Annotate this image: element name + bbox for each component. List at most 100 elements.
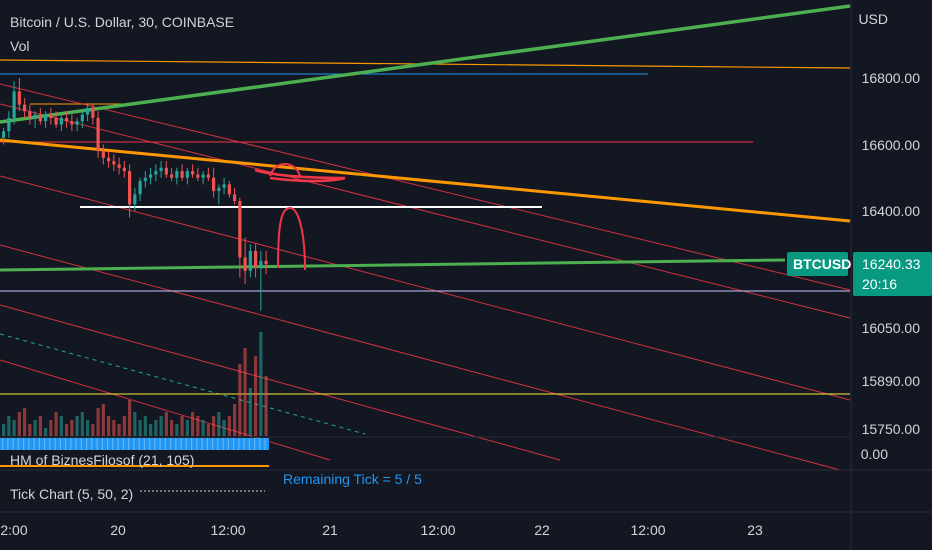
volume-bar <box>196 416 200 436</box>
candle-body <box>117 164 121 168</box>
volume-bar <box>28 424 32 436</box>
candle-body <box>54 117 58 125</box>
price-tick: 15750.00 <box>861 421 920 437</box>
candle-body <box>154 171 158 175</box>
volume-bar <box>170 420 174 436</box>
time-tick: 21 <box>322 522 338 538</box>
channel-line <box>0 359 331 461</box>
volume-bar <box>254 356 258 436</box>
candle-body <box>86 107 90 115</box>
volume-bar <box>80 412 84 436</box>
candle-body <box>49 114 53 118</box>
strip-tick <box>96 438 98 450</box>
volume-bar <box>175 424 179 436</box>
strip-tick <box>75 438 77 450</box>
volume-bar <box>75 416 79 436</box>
volume-bar <box>154 420 158 436</box>
tick-chart-label[interactable]: Tick Chart (5, 50, 2) <box>10 486 134 502</box>
volume-bar <box>212 416 216 436</box>
time-tick: 20 <box>110 522 126 538</box>
strip-tick <box>185 438 187 450</box>
price-badge-bg[interactable] <box>853 252 932 296</box>
strip-tick <box>7 438 9 450</box>
volume-bar <box>159 416 163 436</box>
volume-bar <box>259 332 263 436</box>
volume-bar <box>59 416 63 436</box>
candle-body <box>191 171 195 175</box>
strip-tick <box>243 438 245 450</box>
candle-body <box>259 260 263 268</box>
symbol-badge-bg[interactable] <box>787 252 848 276</box>
strip-tick <box>107 438 109 450</box>
candle-body <box>233 194 237 202</box>
candle-body <box>33 114 37 118</box>
candle-body <box>96 117 100 152</box>
strip-tick <box>201 438 203 450</box>
volume-bar <box>138 420 142 436</box>
volume-bar <box>70 420 74 436</box>
candle-body <box>7 117 11 132</box>
candle-body <box>107 157 111 162</box>
strip-tick <box>112 438 114 450</box>
volume-bar <box>38 416 42 436</box>
candle-body <box>80 114 84 122</box>
volume-bar <box>143 416 147 436</box>
candle-body <box>12 91 16 118</box>
symbol-badge[interactable]: BTCUSD <box>793 256 852 272</box>
candle-body <box>122 167 126 172</box>
volume-bar <box>101 404 105 436</box>
strip-tick <box>28 438 30 450</box>
volume-bar <box>238 364 242 436</box>
volume-bar <box>149 424 153 436</box>
strip-tick <box>264 438 266 450</box>
candle-body <box>59 117 63 125</box>
volume-bar <box>44 428 48 436</box>
volume-bar <box>128 400 132 436</box>
orange-trendline[interactable] <box>0 138 851 223</box>
strip-tick <box>191 438 193 450</box>
candle-body <box>75 121 79 125</box>
strip-tick <box>217 438 219 450</box>
volume-bar <box>107 416 111 436</box>
price-tick: 16050.00 <box>861 320 920 336</box>
volume-bar <box>164 412 168 436</box>
strip-tick <box>133 438 135 450</box>
time-tick: 22 <box>534 522 550 538</box>
hm-indicator-label[interactable]: HM of BiznesFilosof (21, 105) <box>10 452 195 468</box>
candle-body <box>2 131 6 138</box>
drawings-layer <box>0 4 851 471</box>
candle-body <box>217 187 221 192</box>
strip-tick <box>23 438 25 450</box>
currency-label[interactable]: USD <box>858 11 888 27</box>
time-tick: 23 <box>747 522 763 538</box>
green-trendline-flat[interactable] <box>0 258 786 272</box>
volume-bar <box>217 412 221 436</box>
brush-mark-arch[interactable] <box>269 163 301 177</box>
symbol-title[interactable]: Bitcoin / U.S. Dollar, 30, COINBASE <box>10 14 235 30</box>
price-tick: 16600.00 <box>861 137 920 153</box>
brush-mark-arch-2[interactable] <box>277 206 306 271</box>
candle-body <box>238 201 242 258</box>
brush-mark-oval[interactable] <box>254 168 346 183</box>
volume-label[interactable]: Vol <box>10 38 30 54</box>
strip-tick <box>222 438 224 450</box>
green-trendline-up[interactable] <box>0 4 851 124</box>
candle-body <box>133 194 137 205</box>
candle-body <box>206 174 210 178</box>
strip-tick <box>248 438 250 450</box>
strip-tick <box>138 438 140 450</box>
volume-bar <box>17 412 21 436</box>
candle-body <box>101 151 105 158</box>
teal-dashed-line[interactable] <box>0 333 366 435</box>
volume-bar <box>91 424 95 436</box>
candle-body <box>212 177 216 192</box>
volume-bar <box>248 388 252 436</box>
strip-tick <box>2 438 4 450</box>
volume-bar <box>206 424 210 436</box>
volume-bar <box>233 404 237 436</box>
candle-body <box>185 171 189 178</box>
strip-tick <box>233 438 235 450</box>
strip-tick <box>238 438 240 450</box>
strip-tick <box>180 438 182 450</box>
